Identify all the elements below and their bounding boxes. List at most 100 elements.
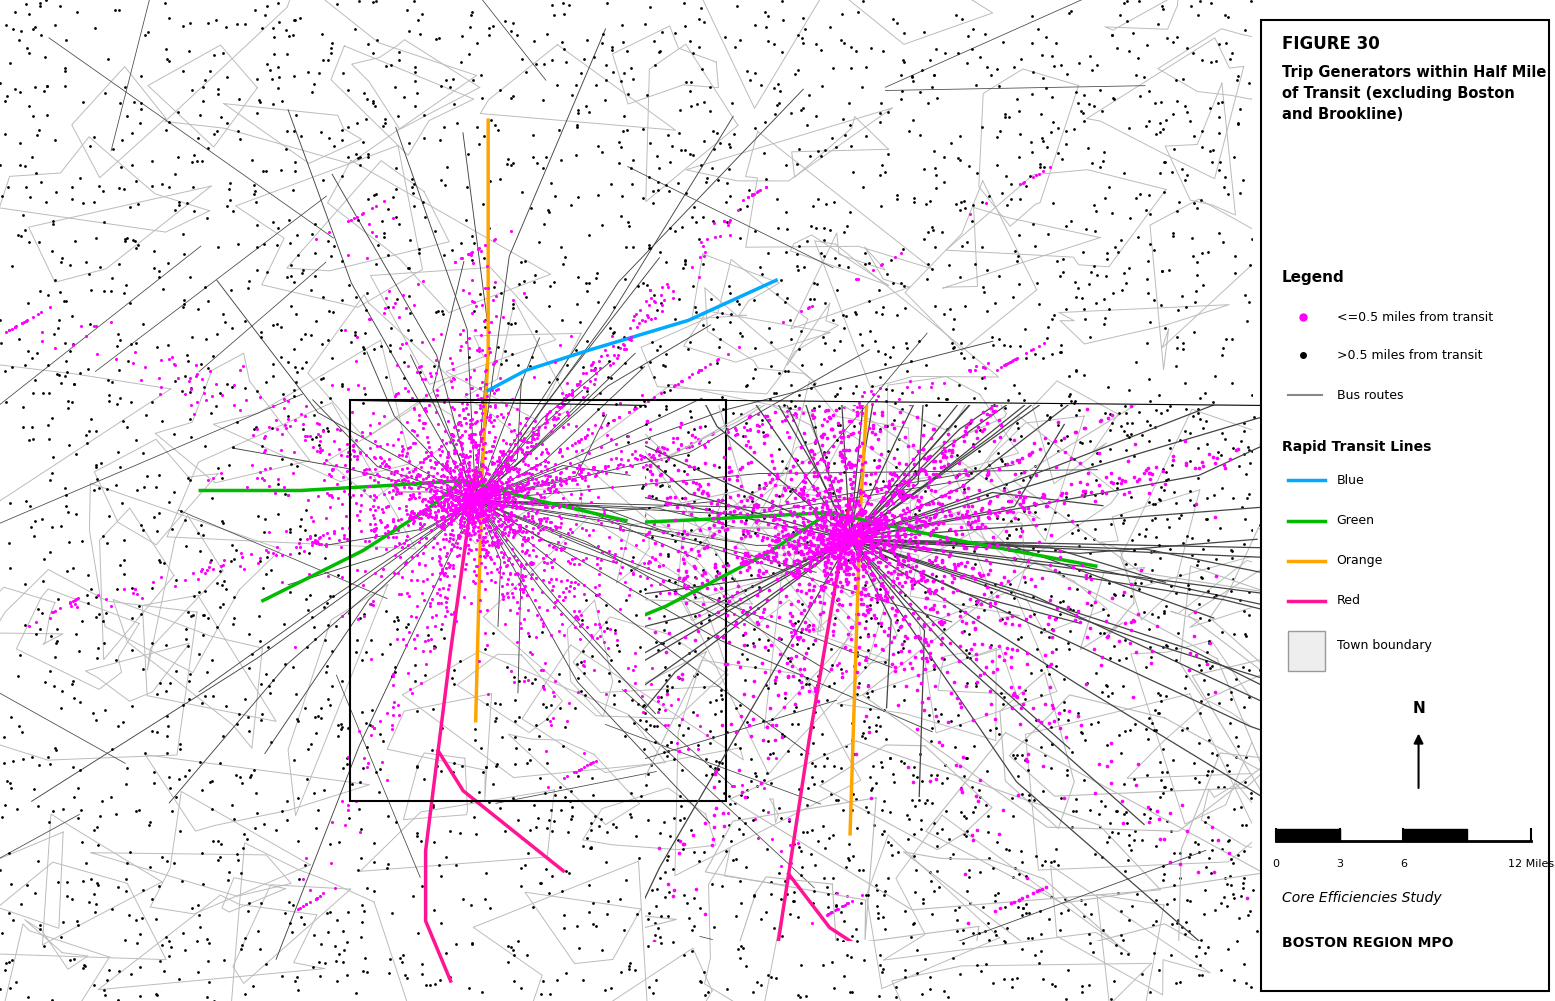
Point xyxy=(1014,645,1039,661)
Point xyxy=(824,593,849,609)
Point xyxy=(457,349,482,365)
Point xyxy=(830,529,855,545)
Point xyxy=(740,186,765,202)
Point xyxy=(546,176,571,192)
Point xyxy=(773,690,798,706)
Point xyxy=(594,522,619,538)
Point xyxy=(1527,692,1552,708)
Point xyxy=(328,615,353,631)
Point xyxy=(807,595,832,611)
Point xyxy=(1236,486,1261,503)
Point xyxy=(824,386,849,402)
Point xyxy=(653,326,678,342)
Point xyxy=(463,508,488,524)
Point xyxy=(496,552,521,568)
Point xyxy=(404,627,429,643)
Point xyxy=(924,582,949,598)
Point xyxy=(880,544,905,560)
Point xyxy=(456,546,480,562)
Point xyxy=(791,615,816,631)
Point xyxy=(437,560,462,576)
Point xyxy=(502,789,527,805)
Point xyxy=(387,586,412,602)
Point xyxy=(740,553,765,569)
Point xyxy=(454,334,479,350)
Point xyxy=(448,326,473,342)
Point xyxy=(411,966,435,982)
Point xyxy=(602,733,627,749)
Point xyxy=(742,887,767,903)
Point xyxy=(445,491,470,508)
Point xyxy=(784,545,809,561)
Point xyxy=(891,491,916,508)
Point xyxy=(249,745,274,761)
Point xyxy=(652,356,676,372)
Point xyxy=(96,149,121,165)
Point xyxy=(407,521,432,537)
Point xyxy=(1362,477,1387,493)
Point xyxy=(829,898,854,914)
Point xyxy=(1278,444,1303,460)
Point xyxy=(821,527,846,543)
Point xyxy=(522,671,547,687)
Point xyxy=(889,75,914,91)
Point xyxy=(586,512,611,528)
Point xyxy=(729,604,754,620)
Point xyxy=(908,643,933,659)
Point xyxy=(1382,699,1407,715)
Point xyxy=(260,419,285,435)
Point xyxy=(516,547,541,563)
Point xyxy=(977,495,1001,512)
Point xyxy=(1180,229,1205,245)
Point xyxy=(751,423,776,439)
Point xyxy=(919,261,944,277)
Point xyxy=(168,265,193,281)
Point xyxy=(978,289,1003,305)
Point xyxy=(460,439,485,455)
Point xyxy=(303,313,328,329)
Point xyxy=(1186,967,1211,983)
Point xyxy=(1059,476,1084,492)
Point xyxy=(400,389,425,405)
Point xyxy=(778,311,802,327)
Point xyxy=(488,480,513,496)
Point xyxy=(1050,151,1075,167)
Point xyxy=(459,517,484,533)
Point xyxy=(992,481,1017,497)
Point xyxy=(1263,857,1288,873)
Point xyxy=(435,568,460,584)
Point xyxy=(457,419,482,435)
Point xyxy=(533,441,558,457)
Point xyxy=(670,219,695,235)
Point xyxy=(638,240,662,256)
Point xyxy=(515,434,540,450)
Point xyxy=(1471,842,1496,858)
Point xyxy=(390,802,415,818)
Point xyxy=(613,270,638,286)
Point xyxy=(1070,978,1095,994)
Point xyxy=(244,805,269,821)
Point xyxy=(431,521,456,537)
Point xyxy=(527,875,552,891)
Point xyxy=(434,560,459,576)
Point xyxy=(872,529,897,545)
Point xyxy=(401,423,426,439)
Point xyxy=(1120,842,1144,858)
Point xyxy=(485,490,510,507)
Point xyxy=(470,489,494,506)
Point xyxy=(911,160,936,176)
Point xyxy=(432,467,457,483)
Point xyxy=(833,535,858,551)
Point xyxy=(1345,199,1370,215)
Point xyxy=(1204,747,1228,763)
Point xyxy=(857,553,882,569)
Point xyxy=(847,506,872,522)
Point xyxy=(521,555,546,571)
Point xyxy=(594,597,619,613)
Point xyxy=(547,826,572,842)
Point xyxy=(821,827,846,843)
Point xyxy=(406,510,431,526)
Point xyxy=(146,473,171,489)
Point xyxy=(686,741,711,757)
Point xyxy=(62,951,87,967)
